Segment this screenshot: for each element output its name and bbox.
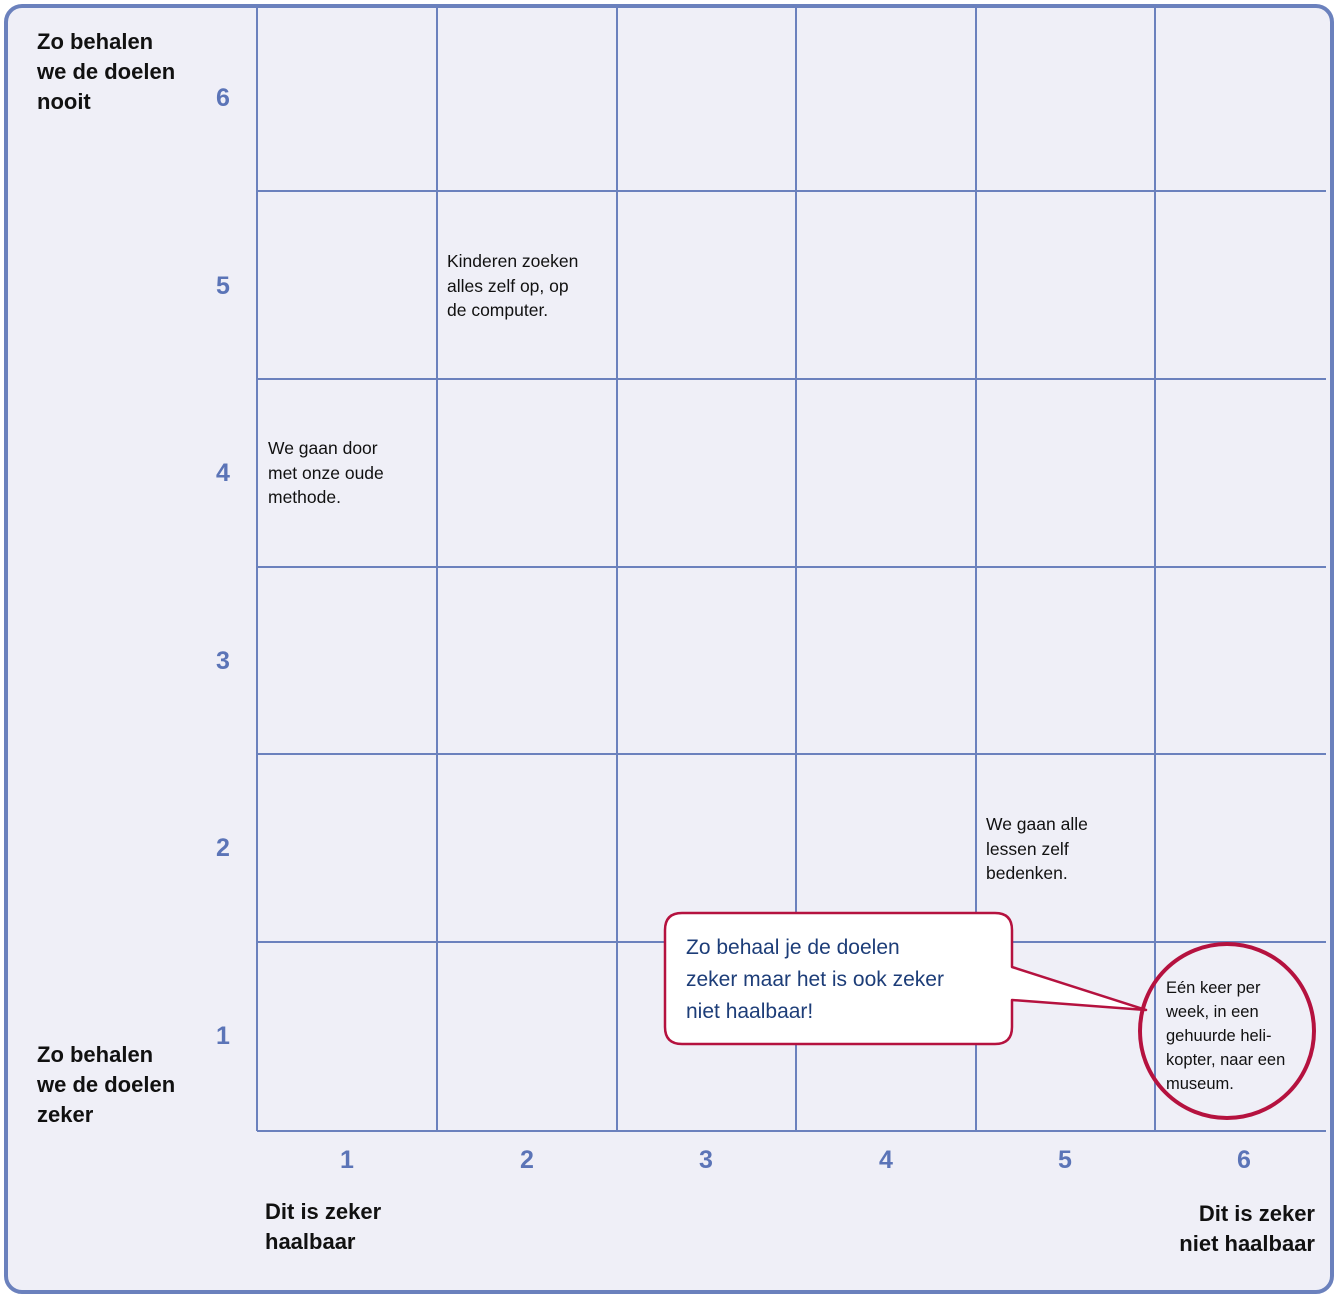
- cell-text-own-lessons: We gaan alle lessen zelf bedenken.: [986, 814, 1088, 883]
- x-number-1: 1: [340, 1146, 354, 1174]
- y-number-2: 2: [216, 834, 230, 862]
- y-number-6: 6: [216, 84, 230, 112]
- x-number-2: 2: [520, 1146, 534, 1174]
- x-number-4: 4: [879, 1146, 893, 1174]
- y-number-5: 5: [216, 272, 230, 300]
- callout-box: [663, 911, 1148, 1046]
- callout-text: Zo behaal je de doelen zeker maar het is…: [686, 936, 944, 1023]
- y-number-4: 4: [216, 459, 230, 487]
- x-axis-left-label: Dit is zeker haalbaar: [265, 1199, 382, 1254]
- x-number-3: 3: [699, 1146, 713, 1174]
- circle-text-helicopter: Eén keer per week, in een gehuurde heli-…: [1166, 979, 1286, 1093]
- y-number-3: 3: [216, 647, 230, 675]
- x-number-6: 6: [1237, 1146, 1251, 1174]
- y-number-1: 1: [216, 1022, 230, 1050]
- x-axis-right-label: Dit is zeker niet haalbaar: [1179, 1201, 1315, 1256]
- cell-text-old-method: We gaan door met onze oude methode.: [268, 438, 384, 507]
- cell-text-computer: Kinderen zoeken alles zelf op, op de com…: [447, 251, 579, 320]
- x-number-5: 5: [1058, 1146, 1072, 1174]
- diagram-frame: [4, 4, 1334, 1294]
- highlight-circle: [1138, 942, 1316, 1120]
- y-axis-top-label: Zo behalen we de doelen nooit: [37, 29, 176, 114]
- y-axis-bottom-label: Zo behalen we de doelen zeker: [37, 1042, 176, 1127]
